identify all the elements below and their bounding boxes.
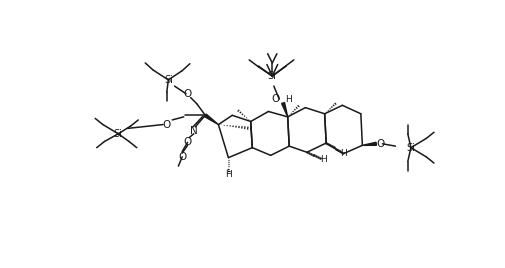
Text: Si: Si: [114, 129, 123, 139]
Text: Si: Si: [164, 75, 173, 85]
Text: H: H: [340, 148, 347, 158]
Text: H: H: [225, 170, 232, 179]
Text: H: H: [285, 95, 292, 104]
Text: Si: Si: [268, 71, 277, 81]
Text: N: N: [190, 126, 197, 136]
Text: O: O: [183, 89, 192, 99]
Polygon shape: [205, 114, 218, 125]
Text: O: O: [183, 137, 192, 147]
Polygon shape: [363, 142, 376, 145]
Text: O: O: [163, 120, 171, 129]
Text: O: O: [377, 139, 385, 149]
Text: Si: Si: [407, 143, 415, 153]
Text: H: H: [321, 155, 327, 165]
Text: O: O: [272, 94, 280, 104]
Text: O: O: [178, 152, 186, 162]
Polygon shape: [282, 103, 288, 117]
